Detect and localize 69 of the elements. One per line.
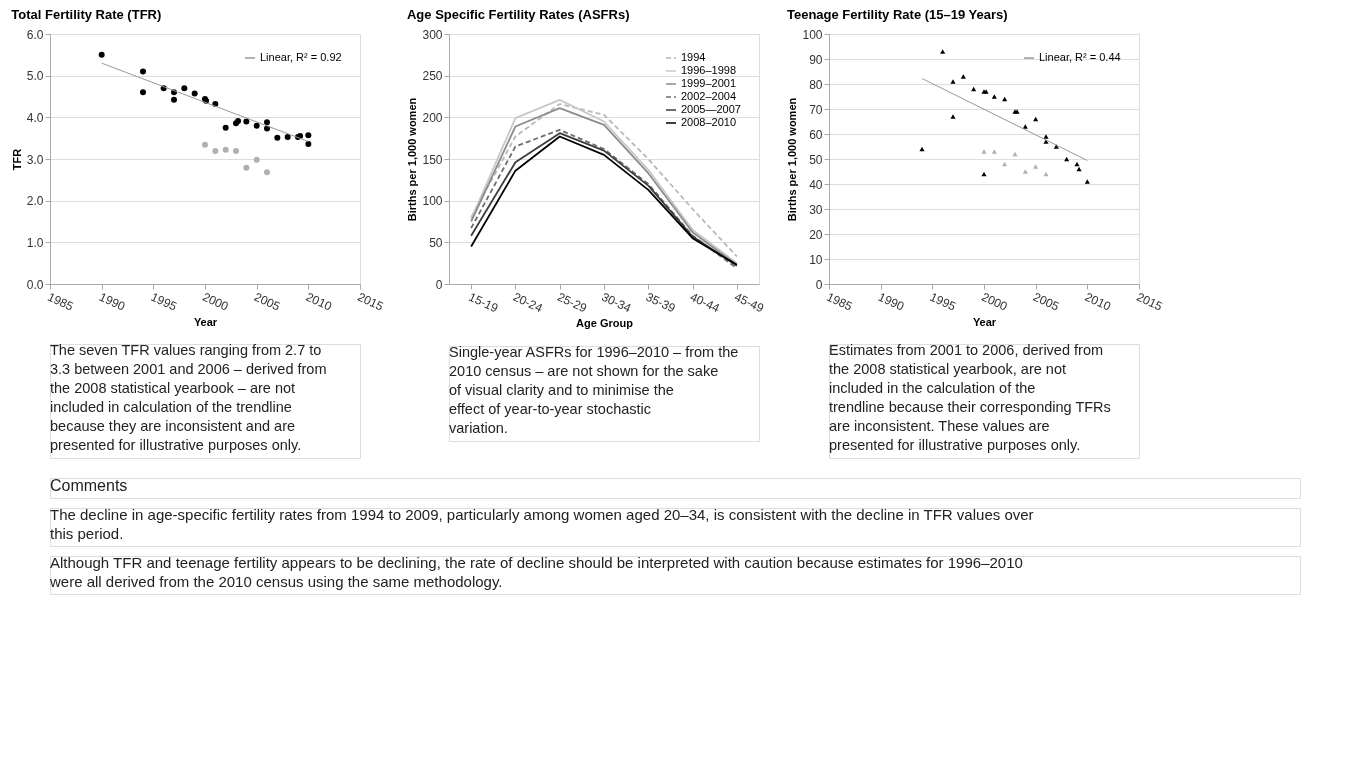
x-tick-label: 40-44 bbox=[688, 289, 723, 316]
legend-label: 1994 bbox=[681, 51, 706, 63]
x-tick-label: 1985 bbox=[824, 289, 855, 314]
x-tick-label: 1995 bbox=[148, 289, 180, 314]
y-tick-label: 0 bbox=[815, 277, 823, 292]
x-tick-label: 30-34 bbox=[599, 289, 634, 316]
y-tick-label: 30 bbox=[809, 202, 823, 217]
y-axis-title: TFR bbox=[10, 148, 23, 171]
legend-label: Linear, R² = 0.92 bbox=[260, 51, 342, 63]
x-axis-title: Year bbox=[193, 315, 218, 328]
chart-title: Total Fertility Rate (TFR) bbox=[11, 7, 162, 22]
y-tick-label: 200 bbox=[422, 110, 443, 125]
y-tick-label: 50 bbox=[809, 152, 823, 167]
legend-label: 2005—2007 bbox=[681, 103, 741, 115]
x-tick-label: 2010 bbox=[303, 289, 335, 314]
legend-label: Linear, R² = 0.44 bbox=[1039, 51, 1121, 63]
y-tick-label: 100 bbox=[422, 194, 443, 209]
x-tick-label: 15-19 bbox=[466, 289, 501, 316]
text: Estimates from 2001 to 2006, derived from the 2008 statistical yearbook, are not included in the calculation of the trendline because their corresponding TFRs are inconsistent. These values are presented for illustrative purposes only. bbox=[829, 342, 1111, 453]
legend-label: 2008–2010 bbox=[681, 116, 737, 128]
y-tick-label: 80 bbox=[809, 77, 823, 92]
legend-label: 1999–2001 bbox=[681, 77, 737, 89]
y-tick-label: 50 bbox=[429, 235, 443, 250]
y-tick-label: 150 bbox=[422, 152, 443, 167]
x-tick-label: 35-39 bbox=[643, 289, 678, 316]
y-tick-label: 10 bbox=[809, 252, 823, 267]
x-tick-label: 1990 bbox=[876, 289, 907, 314]
y-tick-label: 70 bbox=[809, 102, 823, 117]
y-tick-label: 20 bbox=[809, 227, 823, 242]
x-tick-label: 2005 bbox=[1031, 289, 1062, 314]
y-tick-label: 2.0 bbox=[26, 194, 44, 209]
x-tick-label: 45-49 bbox=[732, 289, 767, 316]
y-axis-title: Births per 1,000 women bbox=[406, 97, 419, 222]
text: The seven TFR values ranging from 2.7 to 3.3 between 2001 and 2006 – derived from the 2008 statistical yearbook – are not included in calculation of the trendline because they are inconsistent and are presented for illustrative purposes only. bbox=[50, 342, 327, 453]
y-tick-label: 250 bbox=[422, 69, 443, 84]
legend-label: 1996–1998 bbox=[681, 64, 737, 76]
x-tick-label: 2000 bbox=[979, 289, 1010, 314]
y-tick-label: 3.0 bbox=[26, 152, 44, 167]
text: The decline in age-specific fertility rates from 1994 to 2009, particularly among women aged 20–34, is consistent with the decline in TFR values over this period. bbox=[50, 506, 1034, 542]
chart-title: Age Specific Fertility Rates (ASFRs) bbox=[406, 7, 630, 22]
x-tick-label: 1995 bbox=[927, 289, 959, 314]
x-tick-label: 20-24 bbox=[510, 289, 545, 316]
x-tick-label: 2015 bbox=[355, 289, 386, 314]
x-tick-label: 1985 bbox=[45, 289, 76, 314]
x-tick-label: 1990 bbox=[97, 289, 128, 314]
y-tick-label: 0.0 bbox=[26, 277, 44, 292]
text: Although TFR and teenage fertility appears to be declining, the rate of decline should be interpreted with caution because estimates for 1996–2010 were all derived from the 2010 census using the same methodology. bbox=[49, 554, 1023, 590]
y-tick-label: 60 bbox=[809, 127, 823, 142]
x-tick-label: 2015 bbox=[1134, 289, 1165, 314]
y-tick-label: 0 bbox=[435, 277, 443, 292]
y-tick-label: 40 bbox=[809, 177, 823, 192]
y-axis-title: Births per 1,000 women bbox=[786, 97, 799, 222]
x-axis-title: Age Group bbox=[576, 317, 634, 330]
x-axis-title: Year bbox=[972, 315, 997, 328]
y-tick-label: 90 bbox=[809, 52, 823, 67]
x-tick-label: 2005 bbox=[252, 289, 283, 314]
y-tick-label: 6.0 bbox=[26, 27, 44, 42]
y-tick-label: 4.0 bbox=[26, 110, 44, 125]
x-tick-label: 25-29 bbox=[555, 289, 590, 316]
y-tick-label: 100 bbox=[802, 27, 823, 42]
y-tick-label: 5.0 bbox=[26, 69, 44, 84]
x-tick-label: 2000 bbox=[200, 289, 231, 314]
legend-label: 2002–2004 bbox=[681, 90, 737, 102]
text: Single-year ASFRs for 1996–2010 – from the 2010 census – are not shown for the sake of visual clarity and to minimise the effect of year-to-year stochastic variation. bbox=[449, 344, 739, 436]
chart-title: Teenage Fertility Rate (15–19 Years) bbox=[786, 7, 1008, 22]
text: Comments bbox=[50, 477, 128, 494]
y-tick-label: 1.0 bbox=[26, 235, 44, 250]
y-tick-label: 300 bbox=[422, 27, 443, 42]
x-tick-label: 2010 bbox=[1082, 289, 1114, 314]
